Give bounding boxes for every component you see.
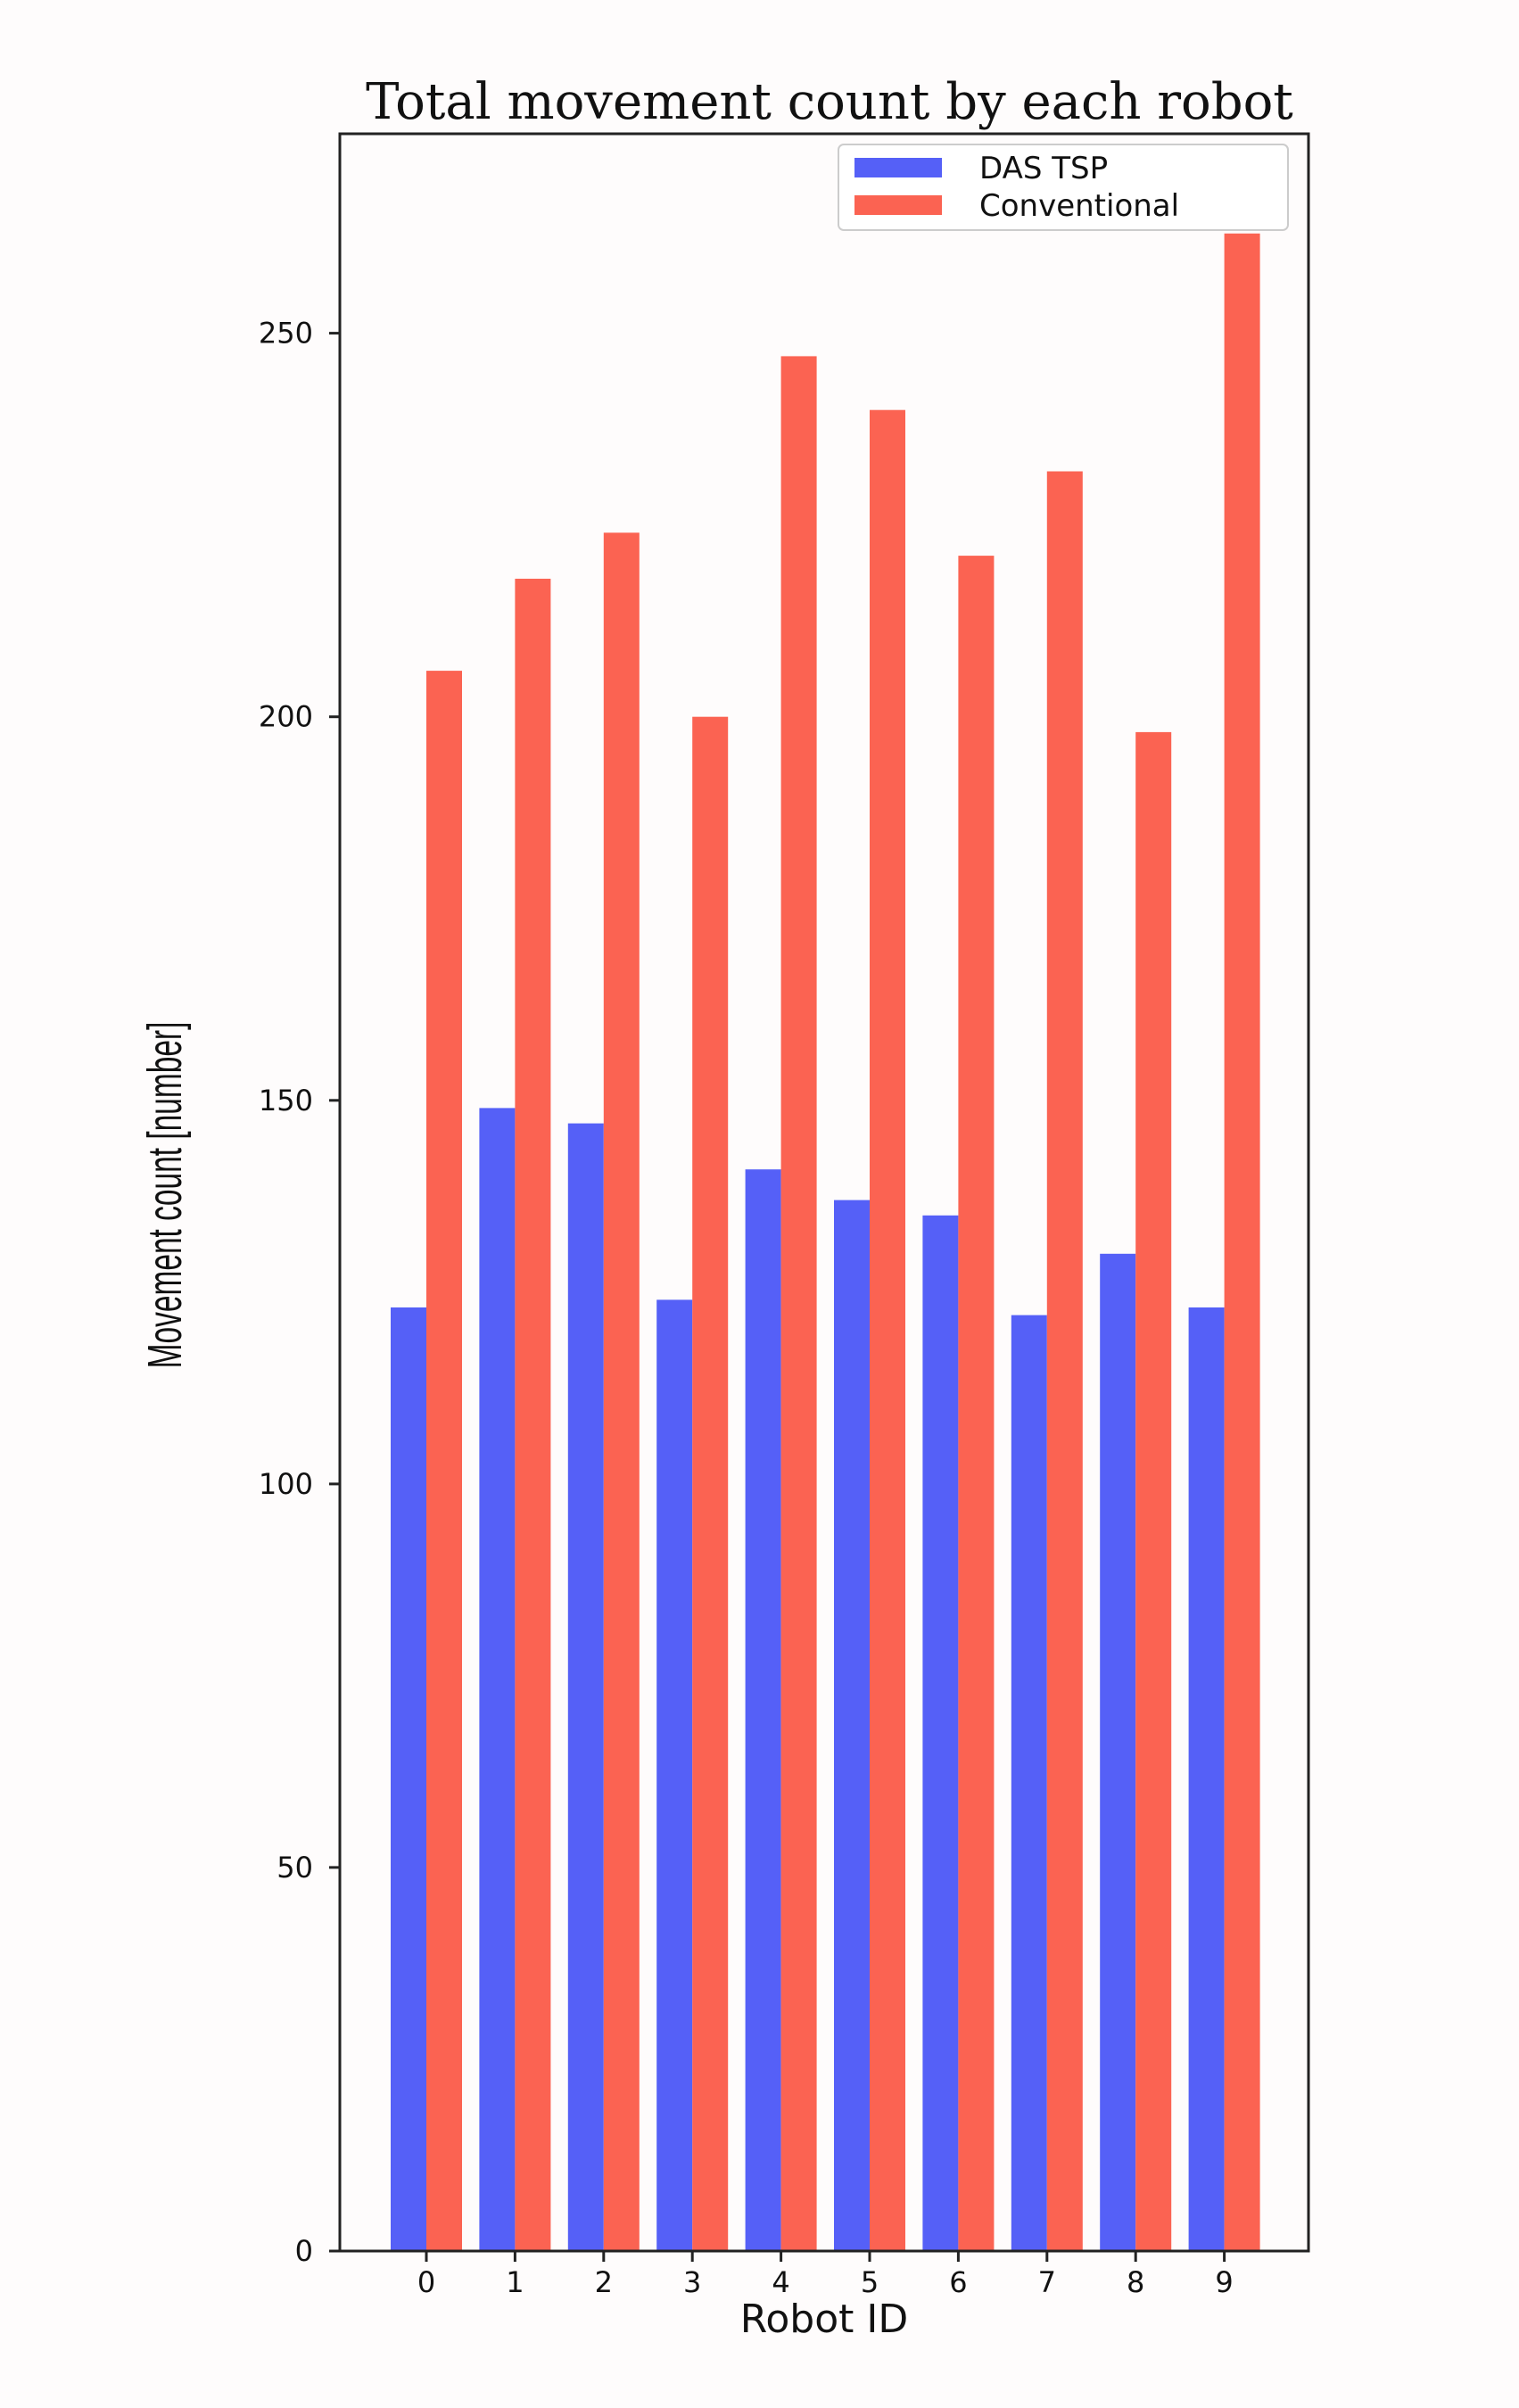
bar-conventional-robot-1 bbox=[515, 578, 551, 2251]
bar-conventional-robot-6 bbox=[958, 556, 995, 2251]
legend-label-das-tsp: DAS TSP bbox=[979, 151, 1108, 186]
bar-conventional-robot-8 bbox=[1135, 731, 1172, 2251]
x-tick-label-4: 4 bbox=[772, 2265, 789, 2299]
bar-conventional-robot-0 bbox=[426, 671, 462, 2251]
bar-das-tsp-robot-5 bbox=[834, 1200, 870, 2251]
x-tick-label-9: 9 bbox=[1215, 2265, 1233, 2299]
x-tick-label-2: 2 bbox=[595, 2265, 613, 2299]
bar-das-tsp-robot-3 bbox=[656, 1299, 693, 2251]
y-tick-label-150: 150 bbox=[259, 1084, 313, 1117]
bar-conventional-robot-2 bbox=[603, 532, 640, 2251]
bar-das-tsp-robot-4 bbox=[745, 1169, 781, 2251]
y-tick-label-100: 100 bbox=[259, 1467, 313, 1501]
y-tick-label-0: 0 bbox=[295, 2234, 313, 2268]
bar-conventional-robot-5 bbox=[870, 409, 905, 2252]
x-tick-label-0: 0 bbox=[417, 2265, 435, 2299]
bar-das-tsp-robot-0 bbox=[391, 1307, 426, 2251]
x-tick-label-6: 6 bbox=[949, 2265, 967, 2299]
bar-das-tsp-robot-9 bbox=[1188, 1307, 1225, 2251]
bar-das-tsp-robot-6 bbox=[922, 1215, 959, 2251]
chart-title: Total movement count by each robot bbox=[366, 73, 1293, 131]
legend-swatch-das-tsp bbox=[854, 158, 942, 177]
bar-das-tsp-robot-8 bbox=[1100, 1253, 1136, 2251]
plot-frame bbox=[338, 132, 1310, 2253]
y-axis-ticks: 0 50 100 150 200 250 bbox=[259, 317, 340, 2268]
bar-conventional-robot-9 bbox=[1224, 233, 1260, 2251]
y-tick-label-50: 50 bbox=[277, 1851, 313, 1884]
y-tick-label-250: 250 bbox=[259, 317, 313, 350]
legend-label-conventional: Conventional bbox=[979, 188, 1179, 224]
legend: DAS TSP Conventional bbox=[838, 144, 1289, 231]
bar-conventional-robot-4 bbox=[780, 356, 817, 2252]
bar-conventional-robot-7 bbox=[1046, 471, 1083, 2251]
y-axis-label: Movement count [number] bbox=[137, 1022, 192, 1369]
x-axis-ticks: 0 1 2 3 4 5 6 7 8 9 bbox=[417, 2251, 1234, 2299]
bar-das-tsp-robot-7 bbox=[1011, 1315, 1047, 2251]
x-tick-label-5: 5 bbox=[861, 2265, 879, 2299]
bars-layer bbox=[391, 233, 1260, 2252]
y-tick-label-200: 200 bbox=[259, 700, 313, 734]
x-tick-label-8: 8 bbox=[1127, 2265, 1144, 2299]
legend-box bbox=[838, 144, 1289, 231]
x-tick-label-1: 1 bbox=[506, 2265, 524, 2299]
x-tick-label-3: 3 bbox=[683, 2265, 701, 2299]
bar-conventional-robot-3 bbox=[692, 716, 729, 2252]
bar-das-tsp-robot-1 bbox=[479, 1108, 516, 2251]
x-tick-label-7: 7 bbox=[1038, 2265, 1056, 2299]
legend-swatch-conventional bbox=[854, 195, 942, 215]
bar-das-tsp-robot-2 bbox=[567, 1123, 604, 2251]
x-axis-label: Robot ID bbox=[740, 2297, 908, 2342]
